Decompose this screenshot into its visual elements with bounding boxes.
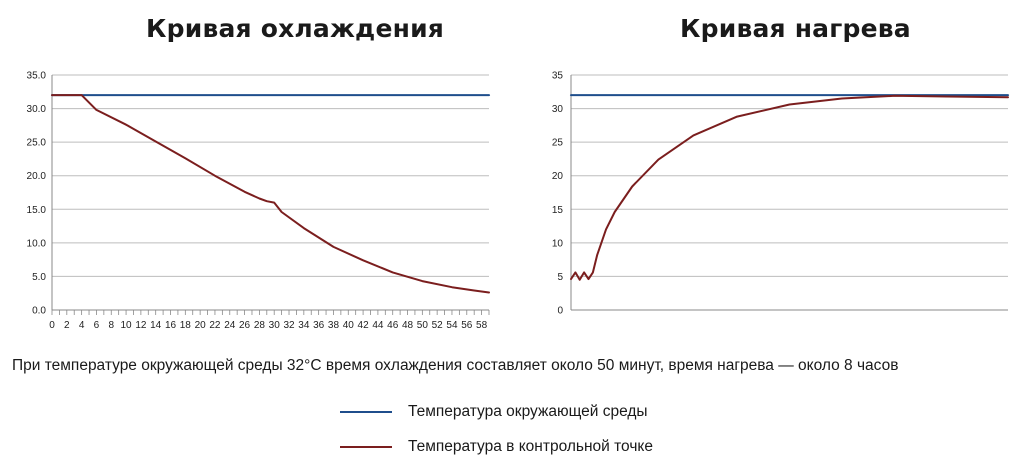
cooling-x-tick-label: 2: [64, 320, 70, 331]
cooling-x-tick-label: 34: [298, 320, 310, 331]
legend-label-control: Температура в контрольной точке: [408, 438, 653, 455]
cooling-x-tick-label: 54: [446, 320, 458, 331]
cooling-chart-title: Кривая охлаждения: [146, 14, 445, 43]
cooling-y-tick-label: 30.0: [27, 104, 47, 115]
cooling-y-tick-label: 25.0: [27, 138, 47, 149]
cooling-x-tick-label: 12: [135, 320, 147, 331]
cooling-x-tick-label: 48: [402, 320, 414, 331]
cooling-y-tick-label: 20.0: [27, 171, 47, 182]
cooling-x-tick-label: 32: [283, 320, 295, 331]
heating-series-control: [570, 94, 1009, 281]
legend-label-ambient: Температура окружающей среды: [408, 403, 648, 420]
heating-y-tick-label: 10: [552, 238, 564, 249]
heating-y-tick-label: 20: [552, 171, 564, 182]
cooling-x-tick-label: 50: [417, 320, 429, 331]
cooling-x-tick-label: 36: [313, 320, 325, 331]
cooling-x-tick-label: 46: [387, 320, 399, 331]
cooling-x-tick-label: 38: [328, 320, 340, 331]
charts-canvas: 0.05.010.015.020.025.030.035.00 2 4 6 8 10 12 1…: [27, 71, 1009, 331]
cooling-y-tick-label: 35.0: [27, 71, 47, 82]
heating-y-tick-label: 30: [552, 104, 564, 115]
cooling-x-tick-label: 0: [49, 320, 55, 331]
cooling-y-tick-label: 0.0: [32, 306, 46, 317]
heating-y-tick-label: 25: [552, 138, 564, 149]
cooling-x-tick-label: 22: [209, 320, 221, 331]
legend-swatch-ambient: [340, 411, 392, 413]
cooling-x-tick-label: 24: [224, 320, 236, 331]
cooling-x-tick-label: 56: [461, 320, 473, 331]
cooling-x-tick-label: 28: [254, 320, 266, 331]
cooling-x-tick-label: 16: [165, 320, 177, 331]
legend-swatch-control: [340, 446, 392, 448]
heating-y-tick-label: 15: [552, 205, 564, 216]
cooling-x-tick-label: 10: [121, 320, 133, 331]
cooling-x-tick-label: 30: [269, 320, 281, 331]
cooling-y-tick-label: 5.0: [32, 272, 46, 283]
cooling-x-tick-label: 8: [108, 320, 114, 331]
cooling-x-tick-label: 18: [180, 320, 192, 331]
cooling-x-tick-label: 40: [343, 320, 355, 331]
heating-y-tick-label: 5: [557, 272, 563, 283]
cooling-x-tick-label: 4: [79, 320, 85, 331]
cooling-x-tick-label: 6: [94, 320, 100, 331]
heating-y-tick-label: 35: [552, 71, 564, 82]
caption-text: При температуре окружающей среды 32°C вр…: [12, 357, 899, 374]
heating-y-tick-label: 0: [557, 306, 563, 317]
cooling-x-tick-label: 20: [195, 320, 207, 331]
cooling-x-tick-label: 26: [239, 320, 251, 331]
cooling-x-tick-label: 14: [150, 320, 162, 331]
cooling-series-control: [51, 94, 490, 294]
cooling-y-tick-label: 10.0: [27, 238, 47, 249]
cooling-x-tick-label: 42: [358, 320, 370, 331]
cooling-y-tick-label: 15.0: [27, 205, 47, 216]
cooling-x-tick-label: 44: [372, 320, 384, 331]
cooling-x-tick-label: 58: [476, 320, 488, 331]
heating-chart-title: Кривая нагрева: [680, 14, 911, 43]
cooling-x-tick-label: 52: [432, 320, 444, 331]
